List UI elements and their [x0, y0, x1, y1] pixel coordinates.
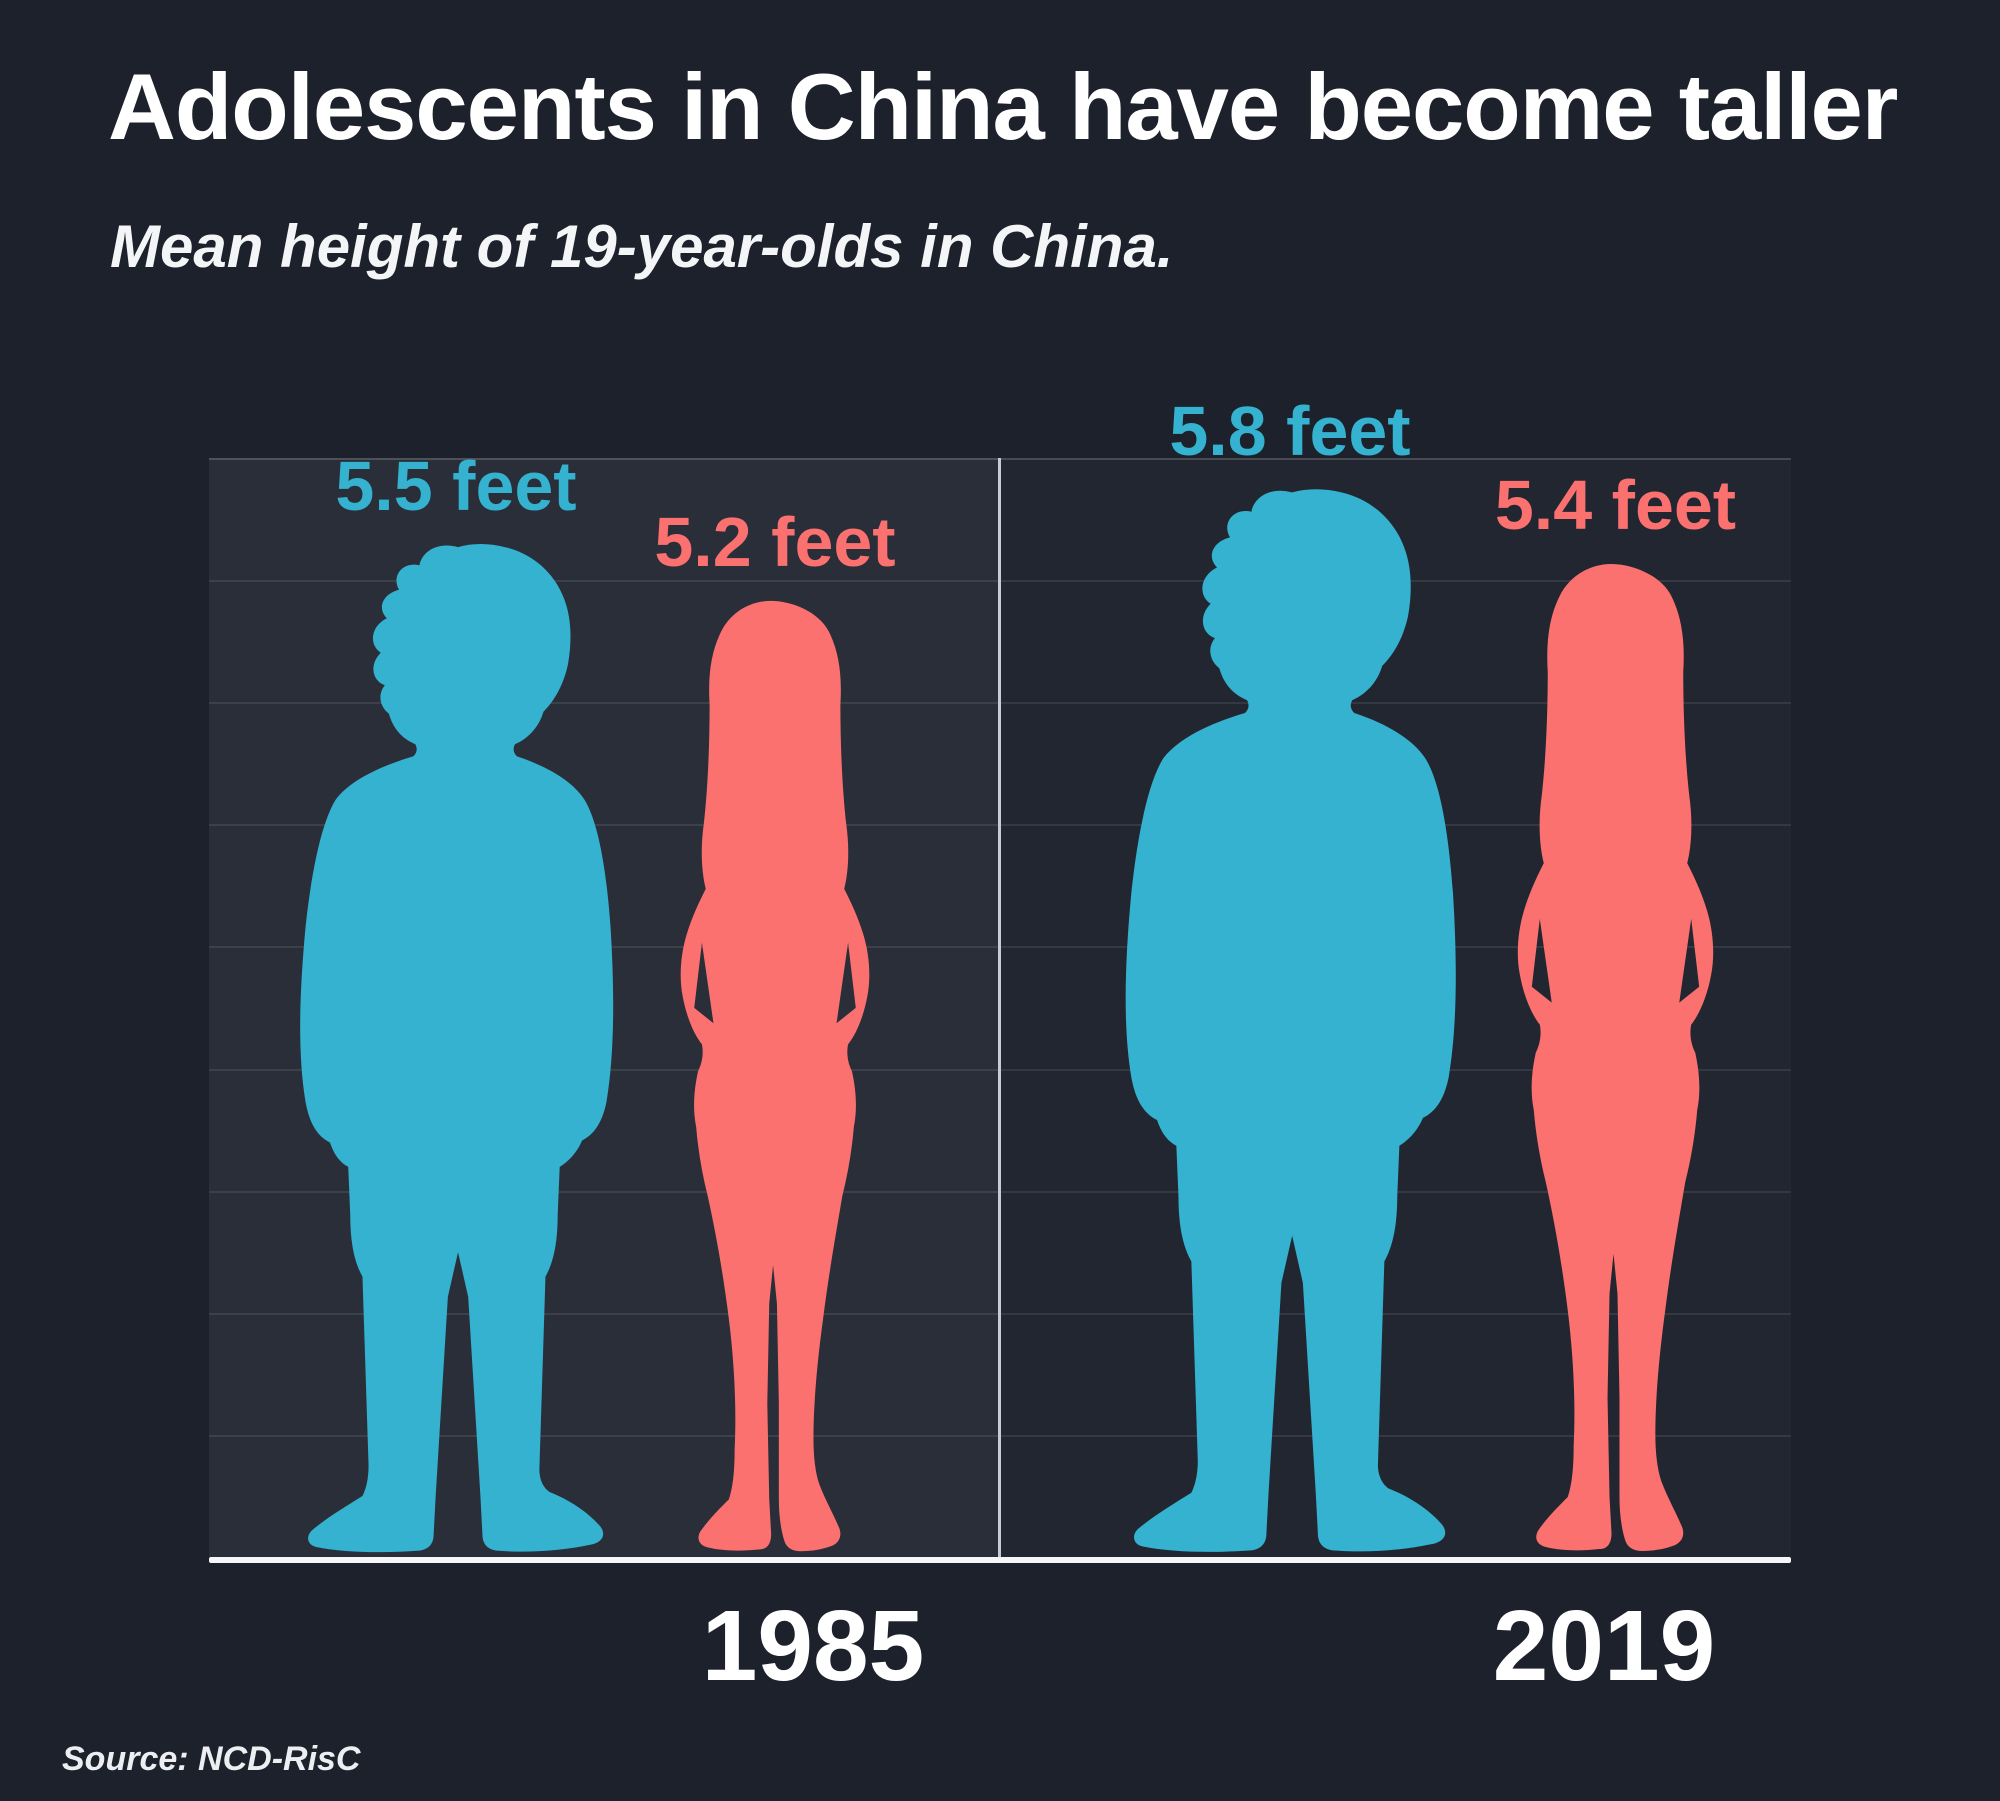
- female-silhouette-icon: [1517, 563, 1714, 1552]
- figure-female-1985: 5.2 feet: [650, 507, 900, 1557]
- figure-male-2019: 5.8 feet: [1097, 396, 1483, 1557]
- height-comparison-chart: 5.5 feet 5.2 feet 5.8 feet 5.4 feet: [209, 396, 1791, 1563]
- height-label-male-1985: 5.5 feet: [335, 447, 577, 525]
- x-axis-label-1985: 1985: [701, 1590, 925, 1702]
- female-silhouette-icon: [680, 600, 870, 1552]
- figure-female-2019: 5.4 feet: [1486, 470, 1745, 1557]
- height-label-female-1985: 5.2 feet: [654, 503, 896, 581]
- x-axis-baseline: [209, 1557, 1791, 1563]
- source-attribution: Source: NCD-RisC: [62, 1740, 361, 1778]
- figure-male-1985: 5.5 feet: [273, 451, 639, 1557]
- height-label-male-2019: 5.8 feet: [1169, 392, 1411, 470]
- male-silhouette-icon: [1125, 489, 1456, 1552]
- chart-subtitle: Mean height of 19-year-olds in China.: [110, 213, 1174, 280]
- page-title: Adolescents in China have become taller: [108, 54, 1898, 159]
- x-axis-label-2019: 2019: [1492, 1590, 1716, 1702]
- panel-divider-line: [998, 458, 1001, 1557]
- height-label-female-2019: 5.4 feet: [1494, 466, 1737, 544]
- male-silhouette-icon: [300, 544, 614, 1553]
